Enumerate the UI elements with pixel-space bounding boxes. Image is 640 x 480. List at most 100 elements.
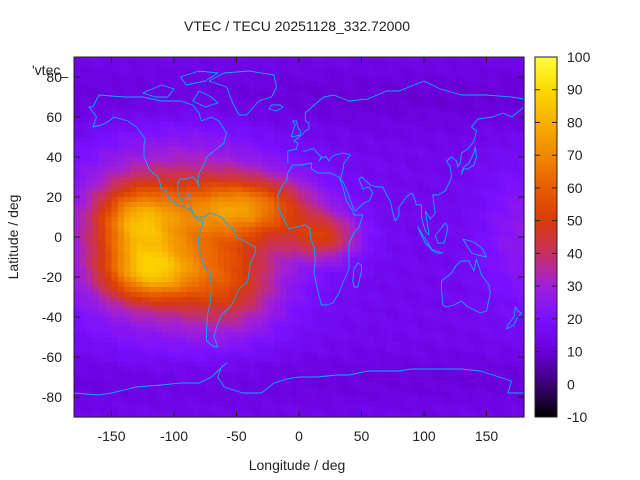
heatmap-cell: [324, 172, 331, 178]
heatmap-cell: [361, 322, 369, 328]
heatmap-cell: [86, 82, 94, 88]
heatmap-cell: [474, 342, 481, 348]
heatmap-cell: [317, 72, 325, 78]
heatmap-cell: [505, 227, 513, 233]
heatmap-cell: [461, 202, 469, 208]
heatmap-cell: [467, 202, 475, 208]
heatmap-cell: [161, 387, 169, 393]
heatmap-cell: [186, 177, 194, 183]
heatmap-cell: [374, 222, 381, 228]
heatmap-cell: [317, 272, 325, 278]
heatmap-cell: [99, 137, 106, 143]
heatmap-cell: [349, 72, 356, 78]
heatmap-cell: [480, 82, 488, 88]
heatmap-cell: [230, 217, 238, 223]
heatmap-cell: [286, 77, 294, 83]
heatmap-cell: [424, 362, 431, 368]
heatmap-cell: [305, 292, 313, 298]
heatmap-cell: [455, 57, 463, 63]
heatmap-cell: [430, 92, 438, 98]
heatmap-cell: [205, 67, 213, 73]
heatmap-cell: [230, 362, 238, 368]
heatmap-cell: [342, 322, 350, 328]
heatmap-cell: [174, 312, 181, 318]
heatmap-cell: [492, 227, 500, 233]
heatmap-cell: [155, 312, 163, 318]
heatmap-cell: [392, 287, 400, 293]
heatmap-cell: [517, 127, 525, 133]
heatmap-cell: [130, 267, 138, 273]
heatmap-cell: [86, 347, 94, 353]
heatmap-cell: [436, 257, 444, 263]
heatmap-cell: [349, 342, 356, 348]
heatmap-cell: [492, 282, 500, 288]
heatmap-cell: [111, 242, 119, 248]
heatmap-cell: [174, 87, 181, 93]
heatmap-cell: [149, 62, 156, 68]
heatmap-cell: [317, 212, 325, 218]
heatmap-cell: [305, 357, 313, 363]
heatmap-cell: [192, 142, 200, 148]
heatmap-cell: [361, 222, 369, 228]
heatmap-cell: [80, 292, 88, 298]
heatmap-cell: [199, 247, 206, 253]
heatmap-cell: [136, 157, 144, 163]
heatmap-cell: [411, 77, 419, 83]
heatmap-cell: [386, 252, 394, 258]
heatmap-cell: [361, 77, 369, 83]
heatmap-cell: [111, 117, 119, 123]
heatmap-cell: [367, 237, 375, 243]
heatmap-cell: [361, 107, 369, 113]
heatmap-cell: [242, 287, 250, 293]
heatmap-cell: [249, 272, 256, 278]
heatmap-cell: [124, 267, 131, 273]
heatmap-cell: [455, 207, 463, 213]
heatmap-cell: [142, 307, 150, 313]
heatmap-cell: [111, 57, 119, 63]
heatmap-cell: [399, 117, 406, 123]
heatmap-cell: [499, 107, 506, 113]
heatmap-cell: [136, 227, 144, 233]
heatmap-cell: [111, 127, 119, 133]
heatmap-cell: [417, 337, 425, 343]
heatmap-cell: [249, 137, 256, 143]
heatmap-cell: [261, 67, 269, 73]
heatmap-cell: [455, 257, 463, 263]
heatmap-cell: [417, 342, 425, 348]
heatmap-cell: [324, 132, 331, 138]
heatmap-cell: [367, 212, 375, 218]
heatmap-cell: [92, 357, 100, 363]
heatmap-cell: [92, 112, 100, 118]
heatmap-cell: [467, 122, 475, 128]
heatmap-cell: [480, 312, 488, 318]
heatmap-cell: [436, 392, 444, 398]
heatmap-cell: [117, 162, 125, 168]
heatmap-cell: [474, 217, 481, 223]
heatmap-cell: [274, 127, 281, 133]
heatmap-cell: [486, 257, 494, 263]
heatmap-cell: [467, 317, 475, 323]
heatmap-cell: [267, 317, 275, 323]
heatmap-cell: [424, 172, 431, 178]
heatmap-cell: [292, 272, 300, 278]
heatmap-cell: [99, 97, 106, 103]
heatmap-cell: [217, 207, 225, 213]
heatmap-cell: [436, 397, 444, 403]
heatmap-cell: [367, 367, 375, 373]
heatmap-cell: [280, 137, 288, 143]
heatmap-cell: [399, 312, 406, 318]
heatmap-cell: [442, 207, 450, 213]
heatmap-cell: [136, 127, 144, 133]
heatmap-cell: [436, 267, 444, 273]
heatmap-cell: [474, 327, 481, 333]
heatmap-cell: [86, 332, 94, 338]
heatmap-cell: [455, 227, 463, 233]
heatmap-cell: [105, 92, 113, 98]
heatmap-cell: [499, 382, 506, 388]
heatmap-cell: [492, 307, 500, 313]
heatmap-cell: [161, 242, 169, 248]
heatmap-cell: [430, 337, 438, 343]
heatmap-cell: [267, 227, 275, 233]
heatmap-cell: [480, 232, 488, 238]
